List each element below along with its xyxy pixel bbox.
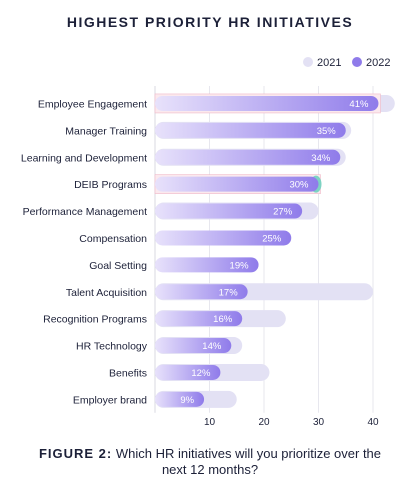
data-label: 16% <box>213 314 233 325</box>
category-label: Recognition Programs <box>43 314 147 326</box>
legend-swatch-2021 <box>303 57 313 67</box>
data-label: 27% <box>273 207 293 218</box>
bar-2022 <box>155 284 248 300</box>
category-label: Employer brand <box>73 394 147 406</box>
category-label: Talent Acquisition <box>66 287 147 299</box>
x-tick-label: 10 <box>204 417 216 428</box>
category-label: Benefits <box>109 367 147 379</box>
data-label: 19% <box>230 260 250 271</box>
bar-2022 <box>155 203 303 219</box>
data-label: 35% <box>317 126 337 137</box>
bar-2022 <box>155 95 379 111</box>
category-label: Compensation <box>79 233 147 245</box>
legend-swatch-2022 <box>352 57 362 67</box>
category-label: Manager Training <box>65 125 147 137</box>
data-label: 17% <box>219 287 239 298</box>
bar-2022 <box>155 391 205 407</box>
figure-caption-text: Which HR initiatives will you prioritize… <box>115 446 382 477</box>
category-label: Employee Engagement <box>38 98 147 110</box>
legend-label-2021: 2021 <box>317 57 341 69</box>
data-label: 41% <box>349 99 369 110</box>
data-label: 12% <box>191 368 211 379</box>
legend-label-2022: 2022 <box>366 57 390 69</box>
bar-2022 <box>155 311 243 327</box>
bar-2022 <box>155 338 232 354</box>
bar-2022 <box>155 364 221 380</box>
data-label: 14% <box>202 341 222 352</box>
x-tick-label: 40 <box>367 417 379 428</box>
bar-2022 <box>155 257 259 273</box>
data-label: 30% <box>289 180 309 191</box>
category-label: Performance Management <box>23 206 147 218</box>
figure-caption: FIGURE 2: Which HR initiatives will you … <box>30 446 390 478</box>
category-label: Goal Setting <box>89 260 147 272</box>
bar-2022 <box>155 149 341 165</box>
x-tick-label: 30 <box>313 417 325 428</box>
x-tick-label: 20 <box>258 417 270 428</box>
data-label: 25% <box>262 233 282 244</box>
bar-2022 <box>155 176 319 192</box>
chart-title: HIGHEST PRIORITY HR INITIATIVES <box>66 14 354 30</box>
category-label: DEIB Programs <box>74 179 147 191</box>
figure-label: FIGURE 2: <box>38 446 113 461</box>
category-label: Learning and Development <box>21 152 147 164</box>
bar-2022 <box>155 122 346 138</box>
bar-2022 <box>155 230 292 246</box>
hr-initiatives-chart: 10 20 30 40 2021 2022 Employee Engagement 41% Ma… <box>21 57 395 428</box>
data-label: 34% <box>311 153 331 164</box>
category-label: HR Technology <box>76 341 148 353</box>
data-label: 9% <box>180 395 194 406</box>
